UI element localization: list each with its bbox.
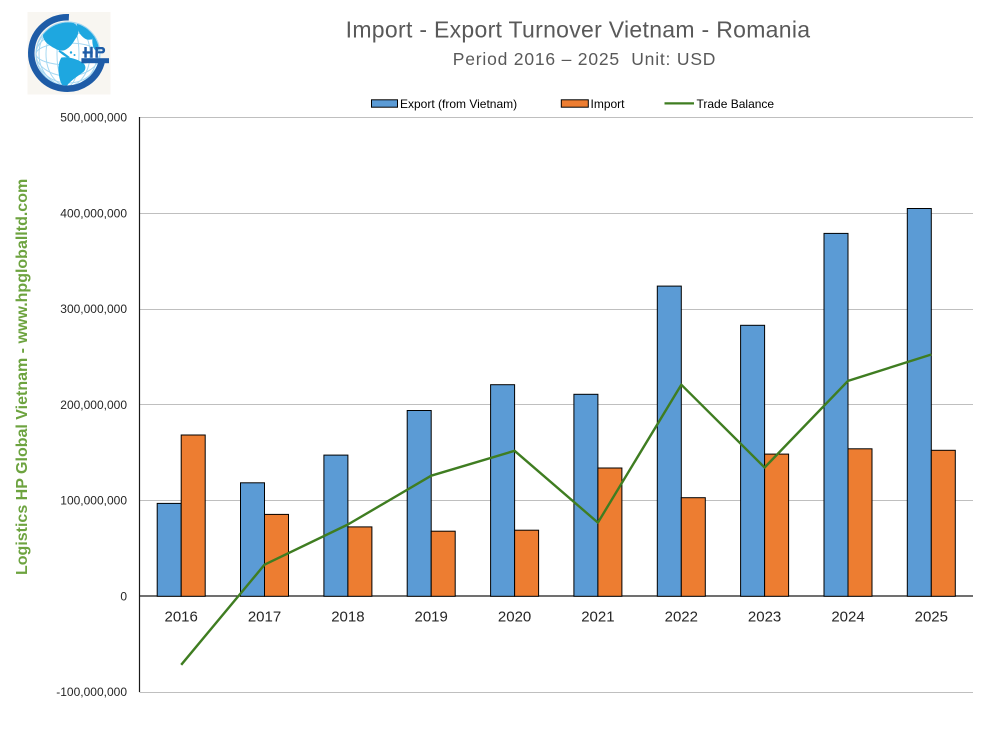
svg-text:100,000,000: 100,000,000 — [60, 494, 127, 508]
svg-text:2025: 2025 — [915, 609, 948, 626]
svg-text:300,000,000: 300,000,000 — [60, 302, 127, 316]
svg-text:Import: Import — [591, 97, 626, 111]
svg-text:2018: 2018 — [331, 609, 364, 626]
svg-text:2024: 2024 — [831, 609, 864, 626]
svg-text:Export (from Vietnam): Export (from Vietnam) — [400, 97, 517, 111]
svg-text:Import - Export Turnover Vietn: Import - Export Turnover Vietnam - Roman… — [346, 17, 811, 43]
svg-text:2016: 2016 — [165, 609, 198, 626]
svg-text:Logistics HP Global Vietnam -: Logistics HP Global Vietnam - www.hpglob… — [14, 179, 31, 575]
svg-text:0: 0 — [120, 590, 127, 604]
svg-text:2017: 2017 — [248, 609, 281, 626]
svg-text:400,000,000: 400,000,000 — [60, 207, 127, 221]
svg-text:2023: 2023 — [748, 609, 781, 626]
svg-text:Trade Balance: Trade Balance — [697, 97, 775, 111]
svg-text:500,000,000: 500,000,000 — [60, 111, 127, 125]
svg-text:2021: 2021 — [581, 609, 614, 626]
svg-text:2019: 2019 — [415, 609, 448, 626]
svg-text:2020: 2020 — [498, 609, 531, 626]
svg-text:2022: 2022 — [665, 609, 698, 626]
svg-text:200,000,000: 200,000,000 — [60, 398, 127, 412]
svg-text:Period 2016 – 2025 Unit: USD: Period 2016 – 2025 Unit: USD — [453, 49, 716, 69]
svg-text:-100,000,000: -100,000,000 — [56, 685, 127, 699]
